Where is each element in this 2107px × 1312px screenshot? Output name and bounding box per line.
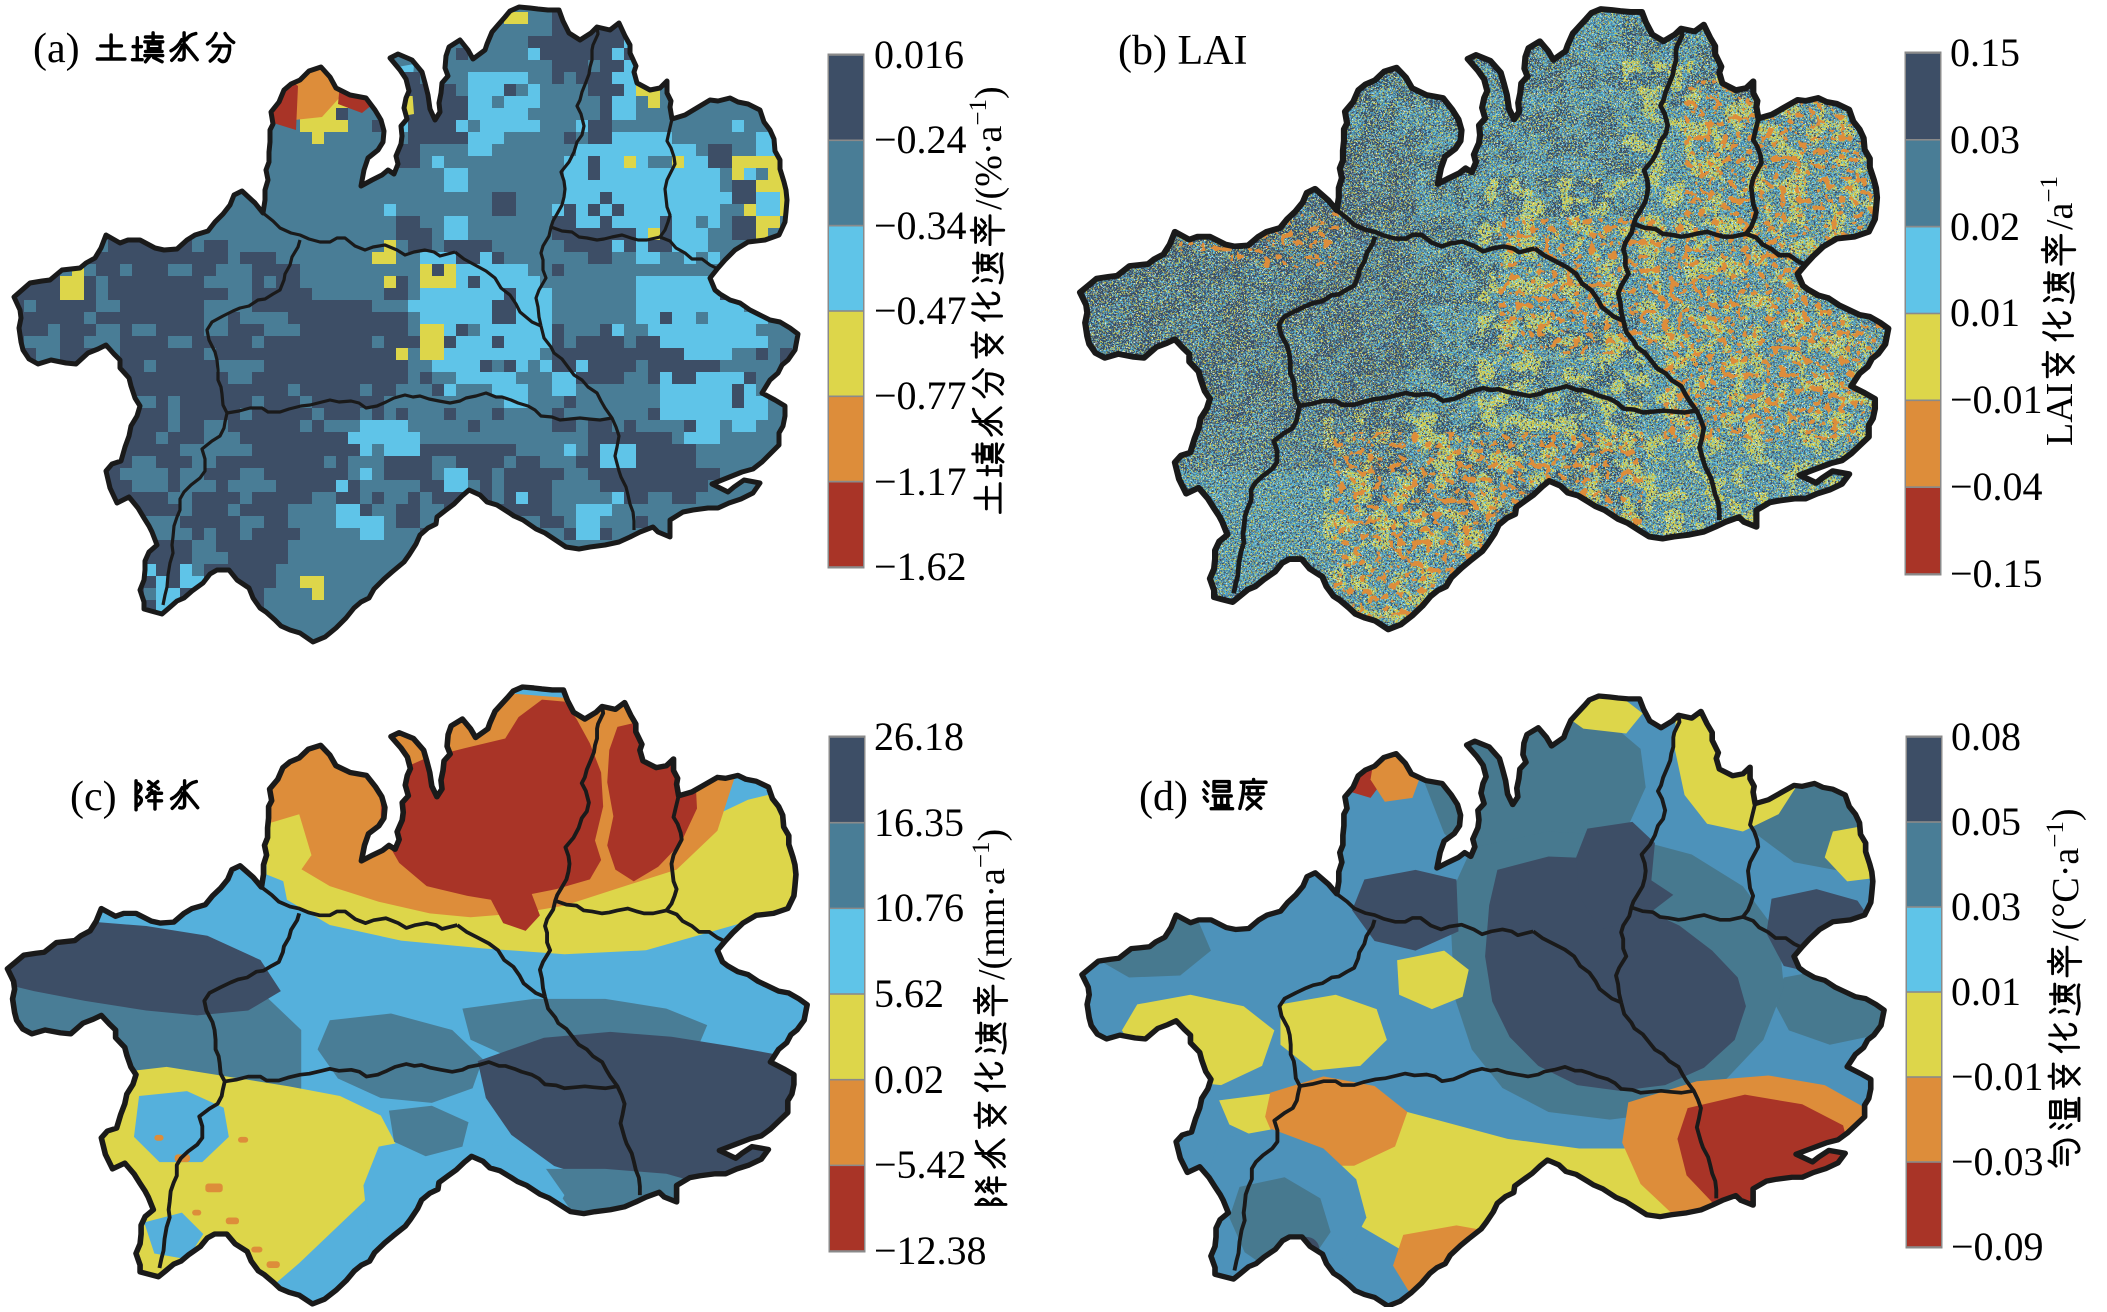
svg-text:0.15: 0.15 xyxy=(1950,30,2020,75)
svg-text:(d): (d) xyxy=(1139,774,1188,820)
svg-text:16.35: 16.35 xyxy=(874,800,964,845)
svg-text:10.76: 10.76 xyxy=(874,885,964,930)
svg-text:−1.17: −1.17 xyxy=(874,459,967,504)
svg-text:−0.34: −0.34 xyxy=(874,203,967,248)
svg-text:−0.15: −0.15 xyxy=(1950,551,2043,596)
svg-text:(a): (a) xyxy=(33,26,80,72)
svg-text:0.016: 0.016 xyxy=(874,32,964,77)
svg-text:−0.09: −0.09 xyxy=(1951,1224,2044,1269)
svg-text:0.03: 0.03 xyxy=(1951,884,2021,929)
svg-text:0.08: 0.08 xyxy=(1951,714,2021,759)
svg-text:−0.04: −0.04 xyxy=(1950,464,2043,509)
svg-text:0.01: 0.01 xyxy=(1951,969,2021,1014)
svg-text:0.03: 0.03 xyxy=(1950,117,2020,162)
svg-text:−0.47: −0.47 xyxy=(874,288,967,333)
svg-text:−0.03: −0.03 xyxy=(1951,1139,2044,1184)
svg-text:0.02: 0.02 xyxy=(1950,204,2020,249)
svg-text:−0.24: −0.24 xyxy=(874,117,967,162)
svg-text:5.62: 5.62 xyxy=(874,971,944,1016)
svg-text:−12.38: −12.38 xyxy=(874,1228,987,1273)
svg-text:LAI: LAI xyxy=(2039,383,2081,446)
svg-text:−1.62: −1.62 xyxy=(874,544,967,589)
svg-text:0.02: 0.02 xyxy=(874,1057,944,1102)
svg-text:0.05: 0.05 xyxy=(1951,799,2021,844)
svg-text:(b) LAI: (b) LAI xyxy=(1118,28,1247,74)
svg-text:−0.01: −0.01 xyxy=(1950,377,2043,422)
svg-text:−0.01: −0.01 xyxy=(1951,1054,2044,1099)
svg-text:−0.77: −0.77 xyxy=(874,373,967,418)
svg-text:−5.42: −5.42 xyxy=(874,1142,967,1187)
svg-text:(c): (c) xyxy=(70,774,117,820)
svg-text:26.18: 26.18 xyxy=(874,714,964,759)
svg-text:0.01: 0.01 xyxy=(1950,290,2020,335)
